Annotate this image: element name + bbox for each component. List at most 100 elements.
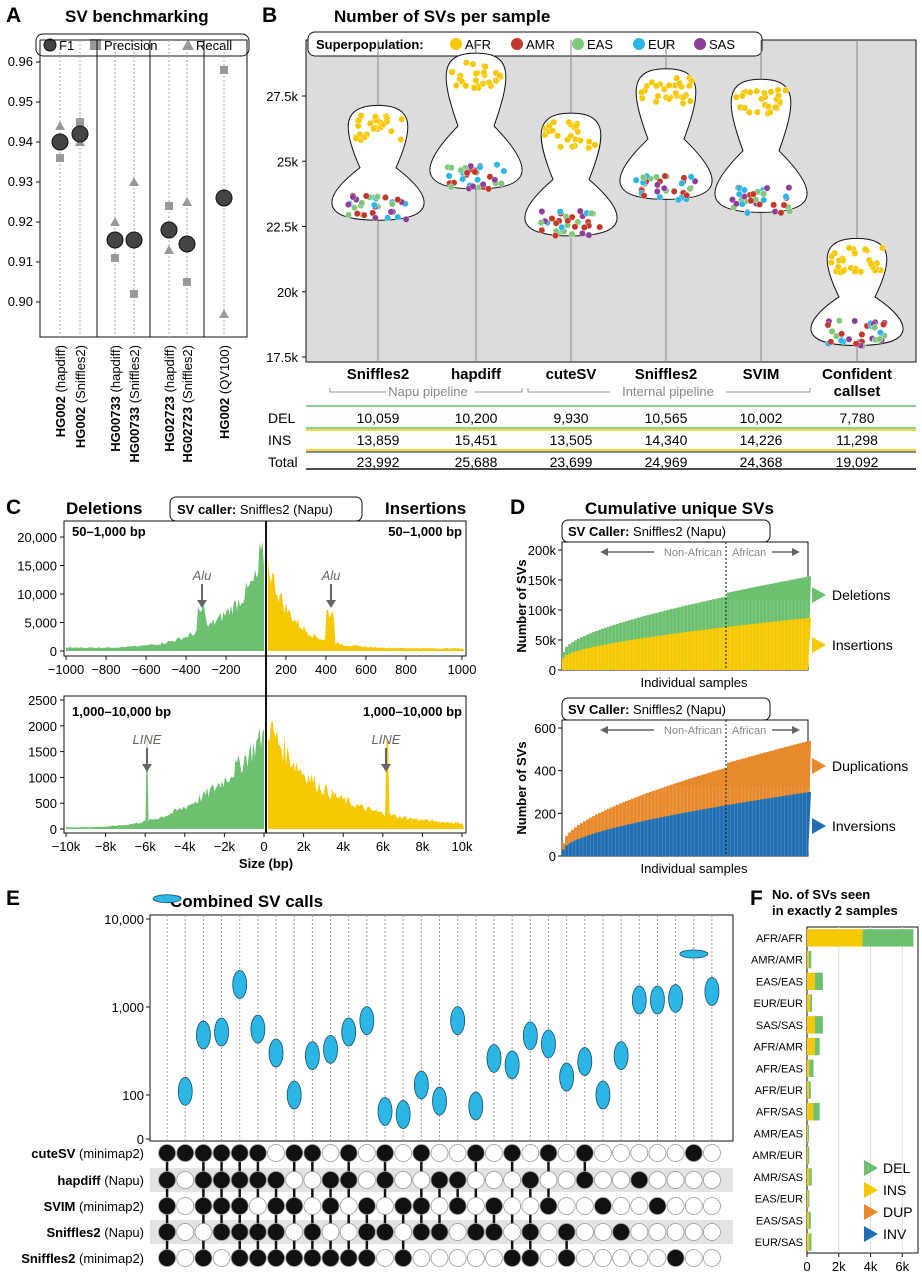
e-matrix-dot-filled [357,1197,376,1215]
b-sample-dot-nonafr [838,330,845,338]
e-matrix-dot-empty [430,1197,449,1215]
b-sample-dot-nonafr [538,208,546,215]
b-sample-dot-nonafr [687,173,695,181]
b-sample-dot-afr [479,80,487,88]
b-sample-dot-nonafr [388,200,396,208]
e-matrix-dot-filled [194,1171,213,1189]
b-sample-dot-afr [643,82,651,90]
e-set-label: Sniffles2 (minimap2) [21,1251,144,1266]
b-caller-label: SVIM [743,366,780,383]
b-table-cell: 19,092 [836,454,879,470]
legend-f1-label: F1 [59,38,74,53]
b-sample-dot-afr [585,144,593,152]
b-sample-dot-nonafr [785,184,793,192]
b-sample-dot-afr [686,97,694,105]
f-legend-arrow-icon [864,1160,878,1176]
b-sample-dot-afr [839,267,847,275]
d-legend-arrow-icon [812,587,826,603]
d-african-arrow-head [792,726,800,734]
a-recall-point [129,177,139,186]
b-legend-label: EUR [648,37,675,52]
a-x-label: HG002 (hapdiff) [53,345,68,437]
b-sample-dot-nonafr [358,199,366,207]
e-matrix-dot-empty [430,1249,449,1267]
b-sample-dot-afr [764,103,772,111]
f-ins-bar [807,994,811,1012]
c-peak-arrow-head [142,764,152,772]
b-sample-dot-nonafr [880,321,887,328]
b-sample-dot-afr [828,252,836,260]
c-x-tick-label: 200 [275,662,297,677]
b-sample-dot-nonafr [447,164,455,171]
panel-f-label: F [750,887,763,910]
b-sample-dot-nonafr [735,190,743,198]
e-matrix-dot-filled [521,1249,540,1267]
e-matrix-dot-empty [448,1249,467,1267]
b-sample-dot-afr [470,84,478,92]
b-sample-dot-nonafr [653,181,661,189]
d-caller-box-text: SV Caller: Sniffles2 (Napu) [568,702,726,717]
f-category-label: AFR/EUR [755,1085,803,1097]
b-sample-dot-nonafr [353,210,361,218]
f-ins-bar [807,1081,809,1099]
e-matrix-dot-filled [412,1223,431,1241]
e-matrix-dot-filled [230,1249,249,1267]
e-matrix-dot-filled [448,1197,467,1215]
b-sample-dot-afr [480,68,488,76]
a-precision-point [76,118,84,126]
d-african-label: African [732,547,766,559]
e-matrix-dot-filled [267,1249,285,1267]
b-sample-dot-afr [774,86,782,94]
a-x-label-sample: HG00733 [108,396,123,452]
b-caller-label-line2: callset [834,383,881,400]
panel-e-title: Combined SV calls [170,892,323,911]
b-sample-dot-afr [379,121,387,129]
b-sample-dot-nonafr [771,208,779,216]
e-matrix-dot-filled [285,1249,304,1267]
e-intersection-violin [541,1029,556,1059]
f-ins-bar [807,972,815,991]
b-legend-label: AMR [526,37,555,52]
d-y-tick-label: 200k [528,543,557,558]
e-matrix-dot-empty [412,1171,431,1189]
f-legend-label: INV [883,1226,907,1242]
b-sample-dot-nonafr [571,223,579,231]
b-sample-dot-afr [569,143,576,151]
e-intersection-violin [304,1041,320,1071]
e-set-label: Sniffles2 (Napu) [46,1225,144,1240]
b-sample-dot-nonafr [858,331,866,338]
panel-c-caller-bold: SV caller: [177,502,236,517]
d-african-arrow-head [792,548,800,556]
b-sample-dot-afr [738,92,746,100]
b-sample-dot-afr [366,120,374,127]
b-table-row-label: INS [268,432,291,448]
b-sample-dot-nonafr [691,177,699,185]
b-sample-dot-afr [753,108,761,116]
b-sample-dot-afr [771,103,779,111]
e-intersection-violin [704,977,720,1006]
e-matrix-dot-filled [303,1144,322,1162]
e-set-label-bold: Sniffles2 [46,1225,100,1240]
b-sample-dot-nonafr [760,190,767,198]
b-sample-dot-nonafr [576,207,584,215]
b-sample-dot-nonafr [837,337,845,345]
f-ins-bar [807,950,809,969]
e-set-label-bold: Sniffles2 [21,1251,75,1266]
c-x-tick-label: 8k [416,839,430,854]
e-matrix-dot-empty [648,1223,667,1241]
f-legend-arrow-icon [864,1204,878,1220]
e-matrix-dot-empty [557,1171,576,1189]
e-matrix-dot-filled [158,1197,176,1215]
e-intersection-violin [250,1014,266,1044]
b-caller-label: hapdiff [451,366,502,383]
e-matrix-dot-empty [285,1171,304,1189]
c-x-tick-label: −8k [95,839,117,854]
b-sample-dot-afr [462,59,470,67]
d-ylabel: Number of SVs [514,741,529,834]
e-matrix-dot-empty [594,1223,612,1241]
e-matrix-dot-empty [666,1171,685,1189]
e-matrix-dot-empty [575,1249,594,1267]
b-sample-dot-nonafr [852,340,860,348]
b-violin-2 [429,52,523,190]
e-intersection-violin [341,1017,357,1047]
